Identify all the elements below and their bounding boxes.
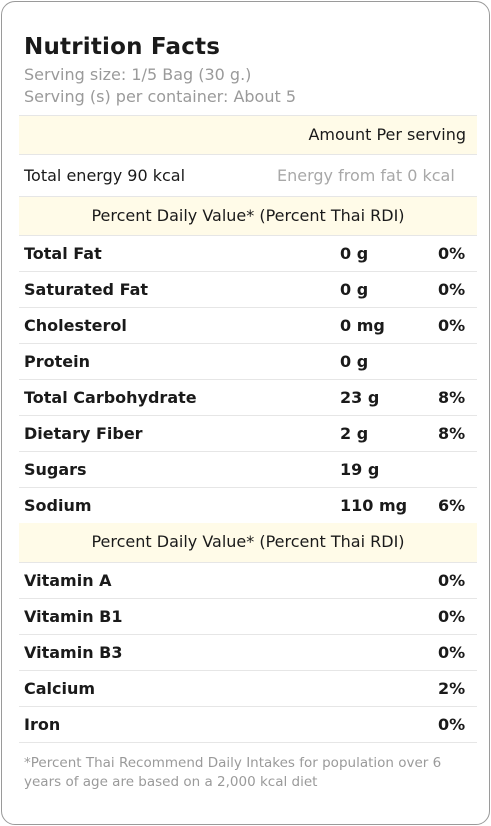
table-row: Protein 0 g bbox=[19, 344, 477, 380]
nutrient-name: Calcium bbox=[24, 679, 96, 698]
nutrient-percent: 6% bbox=[438, 496, 466, 515]
nutrient-amount: 110 mg bbox=[340, 496, 408, 515]
table-row: Dietary Fiber 2 g 8% bbox=[19, 416, 477, 452]
nutrient-amount: 23 g bbox=[340, 388, 380, 407]
amount-per-serving-band: Amount Per serving bbox=[19, 115, 477, 155]
nutrient-amount: 0 mg bbox=[340, 316, 385, 335]
nutrient-amount: 2 g bbox=[340, 424, 369, 443]
table-row: Vitamin B1 0% bbox=[19, 599, 477, 635]
nutrient-name: Sugars bbox=[24, 460, 87, 479]
table-row: Calcium 2% bbox=[19, 671, 477, 707]
table-row: Vitamin A 0% bbox=[19, 563, 477, 599]
servings-per-container: Serving (s) per container: About 5 bbox=[24, 87, 297, 106]
nutrient-percent: 0% bbox=[438, 571, 466, 590]
table-row: Saturated Fat 0 g 0% bbox=[19, 272, 477, 308]
nutrient-amount: 0 g bbox=[340, 280, 369, 299]
nutrient-name: Protein bbox=[24, 352, 90, 371]
total-energy: Total energy 90 kcal bbox=[24, 166, 186, 185]
nutrient-amount: 0 g bbox=[340, 244, 369, 263]
nutrient-name: Total Fat bbox=[24, 244, 102, 263]
percent-daily-value-header-vitamins: Percent Daily Value* (Percent Thai RDI) bbox=[91, 532, 405, 551]
nutrient-name: Iron bbox=[24, 715, 61, 734]
nutrient-amount: 0 g bbox=[340, 352, 369, 371]
nutrient-name: Vitamin A bbox=[24, 571, 112, 590]
nutrient-name: Total Carbohydrate bbox=[24, 388, 197, 407]
nutrient-name: Cholesterol bbox=[24, 316, 127, 335]
nutrient-name: Sodium bbox=[24, 496, 92, 515]
nutrient-percent: 0% bbox=[438, 316, 466, 335]
footnote: *Percent Thai Recommend Daily Intakes fo… bbox=[24, 755, 442, 790]
nutrient-name: Vitamin B1 bbox=[24, 607, 123, 626]
nutrient-percent: 0% bbox=[438, 643, 466, 662]
nutrient-name: Vitamin B3 bbox=[24, 643, 123, 662]
amount-per-serving-label: Amount Per serving bbox=[308, 125, 466, 144]
percent-daily-value-band-vitamins: Percent Daily Value* (Percent Thai RDI) bbox=[19, 523, 477, 563]
serving-size: Serving size: 1/5 Bag (30 g.) bbox=[24, 65, 252, 84]
table-row: Total Carbohydrate 23 g 8% bbox=[19, 380, 477, 416]
nutrient-name: Dietary Fiber bbox=[24, 424, 143, 443]
nutrient-percent: 0% bbox=[438, 244, 466, 263]
percent-daily-value-band: Percent Daily Value* (Percent Thai RDI) bbox=[19, 197, 477, 236]
energy-from-fat: Energy from fat 0 kcal bbox=[277, 166, 455, 185]
nutrient-percent: 0% bbox=[438, 715, 466, 734]
percent-daily-value-header: Percent Daily Value* (Percent Thai RDI) bbox=[91, 206, 405, 225]
label-title: Nutrition Facts bbox=[24, 34, 221, 60]
nutrient-amount: 19 g bbox=[340, 460, 380, 479]
nutrient-percent: 0% bbox=[438, 280, 466, 299]
table-row: Sugars 19 g bbox=[19, 452, 477, 488]
table-row: Sodium 110 mg 6% bbox=[19, 488, 477, 524]
table-row: Iron 0% bbox=[19, 707, 477, 743]
nutrient-percent: 0% bbox=[438, 607, 466, 626]
table-row: Cholesterol 0 mg 0% bbox=[19, 308, 477, 344]
nutrient-name: Saturated Fat bbox=[24, 280, 149, 299]
table-row: Total Fat 0 g 0% bbox=[19, 236, 477, 272]
nutrient-percent: 8% bbox=[438, 424, 466, 443]
energy-row: Total energy 90 kcal Energy from fat 0 k… bbox=[19, 155, 477, 197]
nutrient-percent: 2% bbox=[438, 679, 466, 698]
table-row: Vitamin B3 0% bbox=[19, 635, 477, 671]
nutrient-percent: 8% bbox=[438, 388, 466, 407]
